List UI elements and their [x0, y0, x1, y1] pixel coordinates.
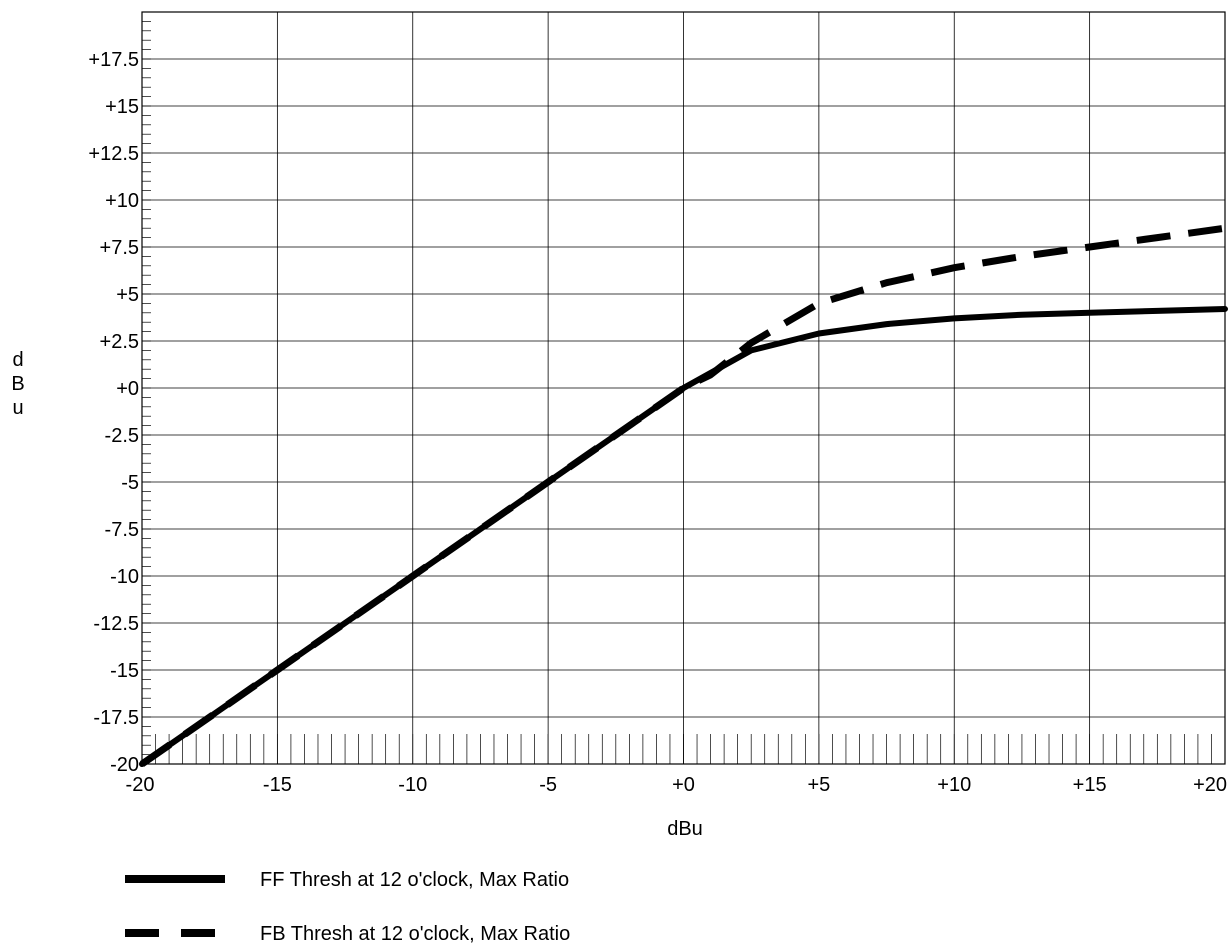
y-tick-label: +2.5 — [100, 331, 139, 353]
x-axis-title: dBu — [667, 818, 703, 840]
y-tick-label: -17.5 — [93, 707, 139, 729]
y-tick-label: -12.5 — [93, 613, 139, 635]
x-tick-label: +20 — [1193, 774, 1227, 796]
x-tick-label: +10 — [937, 774, 971, 796]
y-tick-label: +10 — [105, 190, 139, 212]
x-tick-label: -5 — [539, 774, 557, 796]
legend-label-fb: FB Thresh at 12 o'clock, Max Ratio — [260, 923, 570, 945]
series-lines — [139, 224, 1228, 767]
y-tick-label: -7.5 — [105, 519, 139, 541]
y-tick-label: -2.5 — [105, 425, 139, 447]
series-line-fb — [140, 224, 1226, 767]
x-tick-label: +0 — [672, 774, 695, 796]
y-tick-label: +5 — [116, 284, 139, 306]
y-tick-label: -20 — [110, 754, 139, 776]
legend: FF Thresh at 12 o'clock, Max Ratio FB Thr… — [125, 869, 570, 945]
minor-ticks — [141, 11, 1226, 765]
x-tick-label: -15 — [263, 774, 292, 796]
y-tick-label: +0 — [116, 378, 139, 400]
grid — [141, 11, 1226, 765]
y-tick-label: -5 — [121, 472, 139, 494]
x-tick-label: +15 — [1073, 774, 1107, 796]
y-tick-label: -10 — [110, 566, 139, 588]
y-tick-labels: -20 -17.5 -15 -12.5 -10 -7.5 -5 -2.5 +0 +2.5 +5 +7.… — [88, 49, 139, 776]
x-tick-labels: -20 -15 -10 -5 +0 +5 +10 +15 +20 — [126, 774, 1227, 796]
y-tick-label: +12.5 — [88, 143, 139, 165]
x-tick-label: -10 — [398, 774, 427, 796]
y-tick-label: -15 — [110, 660, 139, 682]
legend-label-ff: FF Thresh at 12 o'clock, Max Ratio — [260, 869, 569, 891]
y-tick-label: +7.5 — [100, 237, 139, 259]
x-tick-label: +5 — [807, 774, 830, 796]
y-tick-label: +15 — [105, 96, 139, 118]
x-tick-label: -20 — [126, 774, 155, 796]
y-tick-label: +17.5 — [88, 49, 139, 71]
